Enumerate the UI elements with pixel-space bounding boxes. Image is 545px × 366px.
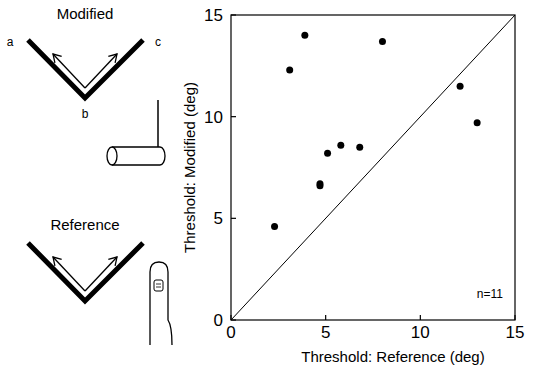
- plot-frame: [231, 15, 515, 320]
- point: [356, 144, 363, 151]
- x-tick-label: 10: [411, 323, 430, 342]
- panel-label: Reference: [50, 216, 119, 233]
- annotation: n=11: [477, 287, 503, 301]
- y-tick: [231, 116, 236, 117]
- surface: [28, 243, 143, 301]
- modified-panel: Modified a b c: [7, 5, 165, 165]
- fingernail-detail: [156, 284, 161, 287]
- arrow: [53, 54, 85, 88]
- arrow: [85, 257, 117, 291]
- arrow: [85, 54, 117, 88]
- vertex-label: b: [82, 107, 89, 121]
- y-tick: [231, 218, 236, 219]
- point: [379, 38, 386, 45]
- identity-line: [231, 15, 515, 320]
- reference-panel: Reference: [28, 216, 172, 345]
- y-tick-label: 5: [214, 209, 223, 228]
- x-tick: [514, 315, 515, 320]
- x-axis-label: Threshold: Reference (deg): [301, 348, 484, 365]
- probe-stick: [157, 100, 159, 148]
- surface: [28, 40, 143, 98]
- fingernail: [154, 280, 163, 291]
- points: [271, 32, 481, 230]
- arrow-head: [108, 54, 117, 63]
- point: [271, 223, 278, 230]
- vertex-label: c: [155, 35, 161, 49]
- point: [474, 119, 481, 126]
- arrow: [53, 257, 85, 291]
- panel-label: Modified: [57, 5, 114, 22]
- point: [457, 83, 464, 90]
- point: [324, 150, 331, 157]
- x-tick: [420, 315, 421, 320]
- y-tick-label: 0: [214, 311, 223, 330]
- point: [301, 32, 308, 39]
- point: [316, 180, 323, 187]
- y-tick-label: 15: [204, 6, 223, 25]
- y-tick: [231, 319, 236, 320]
- x-tick-label: 0: [226, 323, 235, 342]
- y-axis-label: Threshold: Modified (deg): [181, 82, 198, 253]
- vertex-label: a: [7, 35, 14, 49]
- x-tick-label: 15: [506, 323, 525, 342]
- point: [286, 66, 293, 73]
- arrow-head: [108, 257, 117, 266]
- probe-cylinder: [112, 147, 165, 165]
- x-tick: [230, 315, 231, 320]
- figure: 0 5 10 15 0 5 10 15 Threshold: Reference (deg) Th…: [0, 0, 545, 366]
- arrow-head: [53, 54, 62, 63]
- x-tick: [325, 315, 326, 320]
- point: [337, 142, 344, 149]
- y-tick: [231, 14, 236, 15]
- arrow-head: [53, 257, 62, 266]
- x-tick-label: 5: [321, 323, 330, 342]
- y-tick-label: 10: [204, 108, 223, 127]
- finger: [150, 262, 172, 345]
- probe-cylinder-end: [107, 147, 117, 165]
